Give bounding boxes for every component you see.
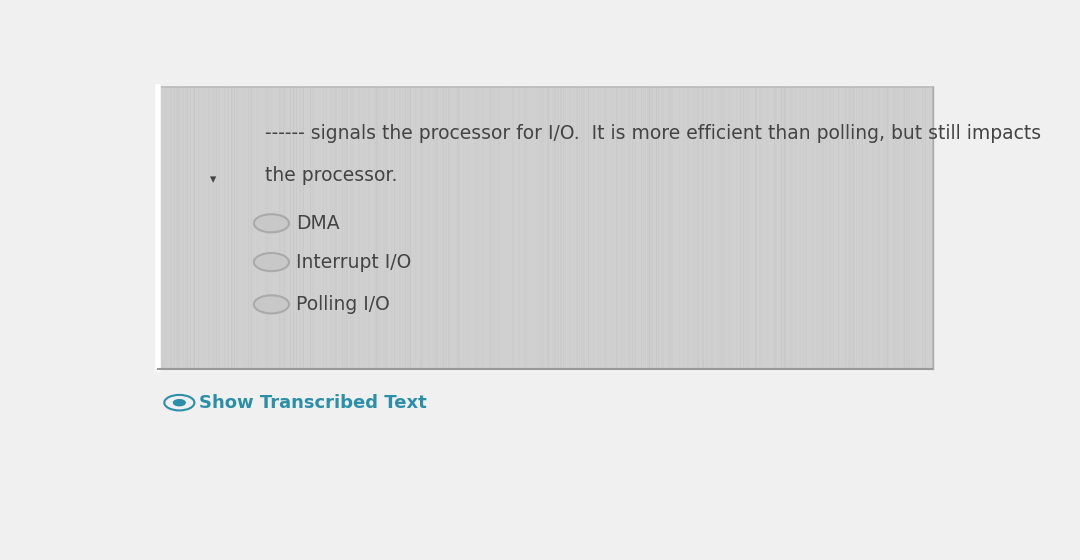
Text: DMA: DMA xyxy=(296,214,339,233)
Circle shape xyxy=(254,295,289,314)
FancyBboxPatch shape xyxy=(159,87,933,369)
Text: ▾: ▾ xyxy=(210,173,216,186)
Circle shape xyxy=(164,395,194,410)
Circle shape xyxy=(254,214,289,232)
Circle shape xyxy=(174,400,186,405)
Text: the processor.: the processor. xyxy=(265,166,397,185)
Text: Interrupt I/O: Interrupt I/O xyxy=(296,253,411,272)
Text: ------ signals the processor for I/O.  It is more efficient than polling, but st: ------ signals the processor for I/O. It… xyxy=(265,124,1041,143)
Text: Show Transcribed Text: Show Transcribed Text xyxy=(199,394,427,412)
Circle shape xyxy=(254,253,289,271)
Text: Polling I/O: Polling I/O xyxy=(296,295,390,314)
